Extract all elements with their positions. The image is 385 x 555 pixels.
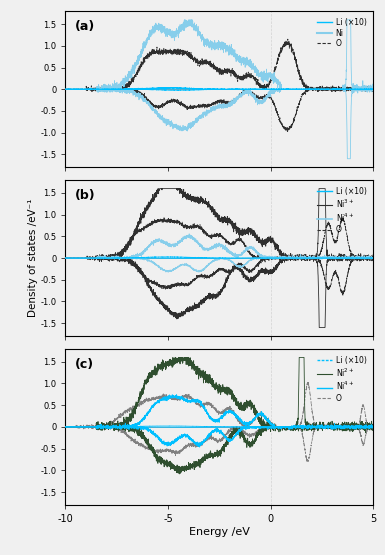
Legend: Li (×10), Ni, O: Li (×10), Ni, O: [313, 15, 370, 51]
Y-axis label: Density of states /eV⁻¹: Density of states /eV⁻¹: [27, 199, 37, 317]
Legend: Li (×10), Ni$^{2+}$, Ni$^{4+}$, O: Li (×10), Ni$^{2+}$, Ni$^{4+}$, O: [313, 352, 370, 406]
X-axis label: Energy /eV: Energy /eV: [189, 527, 250, 537]
Legend: Li (×10), Ni$^{3+}$, Ni$^{4+}$, O: Li (×10), Ni$^{3+}$, Ni$^{4+}$, O: [313, 184, 370, 237]
Text: (c): (c): [75, 358, 94, 371]
Text: (a): (a): [75, 21, 95, 33]
Text: (b): (b): [75, 189, 95, 202]
